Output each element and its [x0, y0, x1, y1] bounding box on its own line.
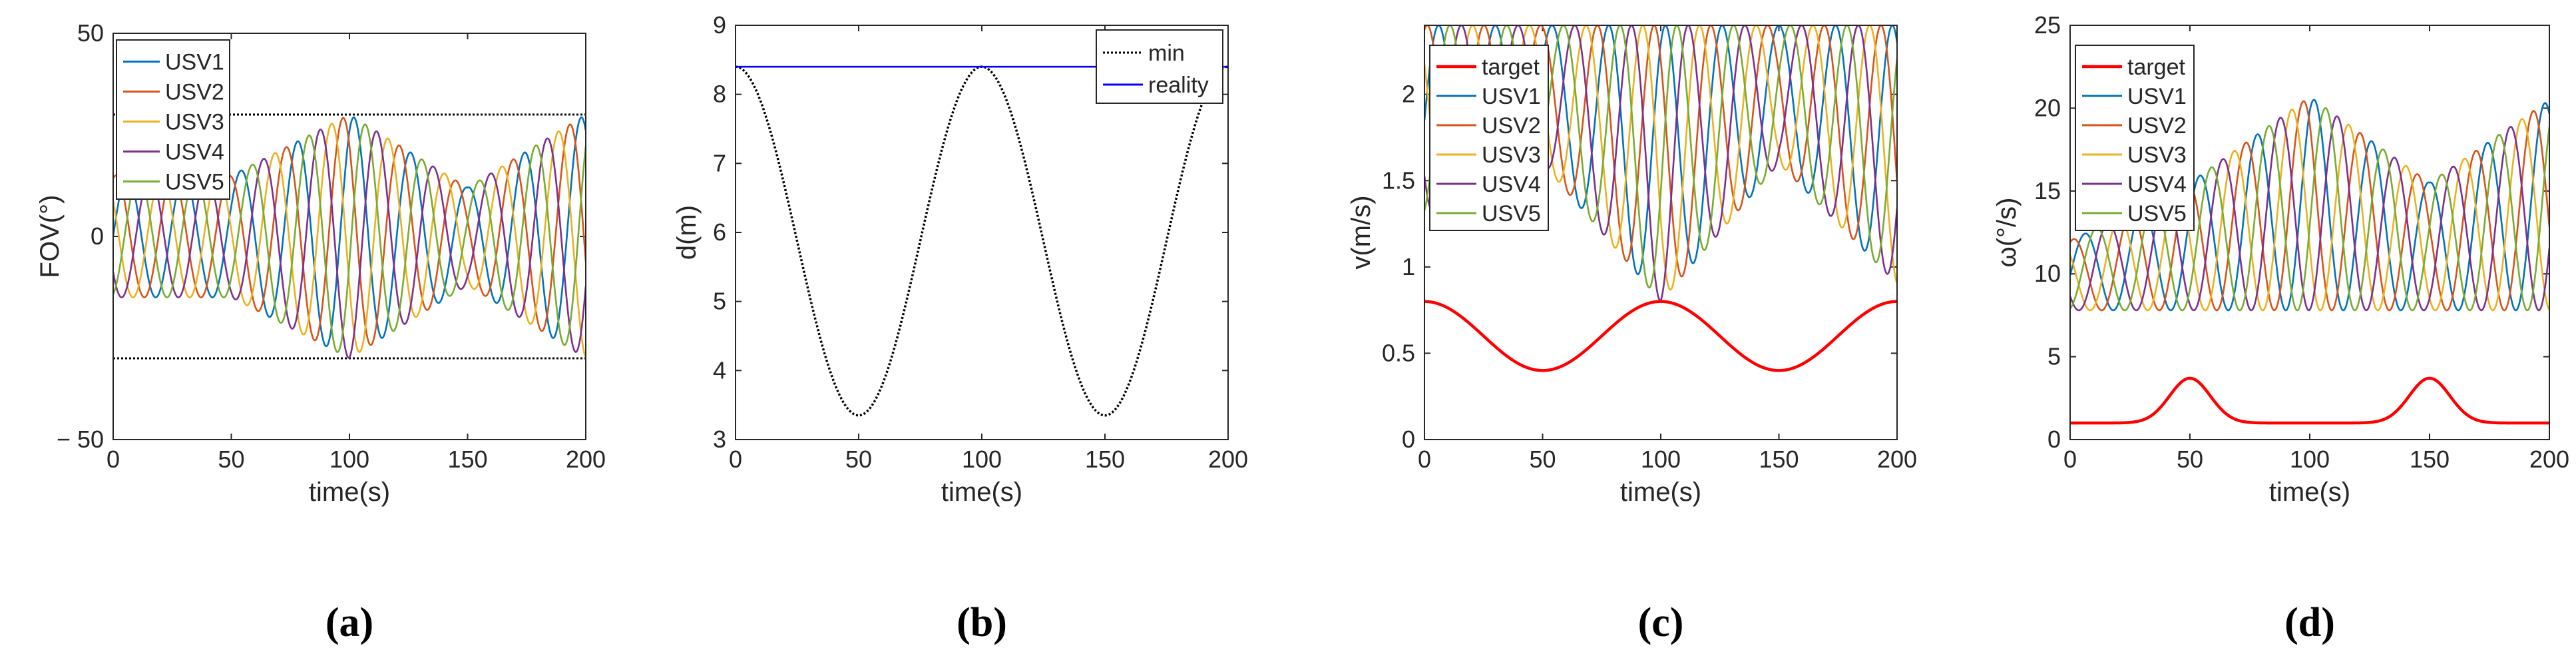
y-tick-label: 0 — [91, 222, 104, 250]
y-tick-label: 6 — [713, 218, 726, 246]
legend-label-usv2: USV2 — [2127, 113, 2187, 139]
legend-box — [2075, 45, 2195, 231]
legend-label-reality: reality — [1148, 73, 1209, 98]
x-axis-label: time(s) — [2269, 478, 2350, 507]
chart-panel-d: 0 50 100 150 200 0 5 10 15 20 25 time(s) ω(°/s) targe… — [1992, 11, 2569, 507]
y-tick-label: 4 — [713, 356, 726, 384]
y-tick-label: 7 — [713, 149, 726, 176]
x-tick-label: 200 — [566, 446, 606, 473]
legend: target USV1 USV2 USV3 USV4 USV5 — [2075, 45, 2195, 231]
legend: USV1 USV2 USV3 USV4 USV5 — [116, 39, 230, 200]
x-tick-label: 0 — [1418, 446, 1431, 473]
y-tick-label: 8 — [713, 81, 726, 108]
legend-box — [1096, 29, 1223, 104]
y-tick-label: 5 — [713, 288, 726, 315]
y-tick-label: 0.5 — [1382, 339, 1415, 366]
axes-box — [1424, 25, 1898, 440]
x-axis-label: time(s) — [1620, 478, 1701, 507]
legend-box — [1429, 45, 1549, 231]
x-tick-label: 200 — [2529, 446, 2569, 473]
y-axis-label: FOV(°) — [35, 195, 65, 278]
axes-box — [112, 33, 586, 440]
x-tick-label: 200 — [1208, 446, 1248, 473]
x-tick-label: 150 — [2410, 446, 2450, 473]
legend-label-usv2: USV2 — [165, 80, 224, 105]
legend: min reality — [1096, 29, 1223, 104]
axes-box — [735, 25, 1229, 440]
legend-label-usv1: USV1 — [165, 50, 224, 75]
series-line-usv3 — [2070, 109, 2549, 312]
y-axis-label: d(m) — [672, 205, 702, 260]
legend-label-usv3: USV3 — [2127, 143, 2187, 168]
x-tick-label: 150 — [1759, 446, 1799, 473]
y-tick-label: 0 — [1402, 426, 1415, 453]
legend-box — [116, 39, 230, 200]
x-tick-label: 100 — [2290, 446, 2330, 473]
legend-label-usv1: USV1 — [2127, 84, 2187, 109]
series-line-usv4 — [113, 129, 586, 359]
legend: target USV1 USV2 USV3 USV4 USV5 — [1429, 45, 1549, 231]
x-tick-label: 50 — [2177, 446, 2203, 473]
x-tick-label: 50 — [1529, 446, 1556, 473]
x-tick-label: 50 — [845, 446, 872, 473]
y-tick-label: − 50 — [57, 426, 104, 453]
x-axis-label: time(s) — [941, 478, 1022, 507]
panel-label: (b) — [957, 600, 1007, 645]
series-line-usv3 — [113, 123, 586, 358]
series-line-usv4 — [2070, 115, 2549, 312]
legend-label-target: target — [2127, 55, 2185, 80]
legend-label-usv5: USV5 — [2127, 201, 2187, 226]
legend-label-usv1: USV1 — [1482, 84, 1541, 109]
y-tick-label: 15 — [2034, 177, 2061, 204]
series-line-target — [2070, 376, 2549, 425]
chart-panel-c: 0 50 100 150 200 0 0.5 1 1.5 2 time(s) v(m/s) target… — [1347, 25, 1917, 507]
x-tick-label: 200 — [1877, 446, 1917, 473]
axes-box — [2069, 25, 2550, 440]
legend-label-usv4: USV4 — [165, 140, 224, 165]
x-tick-label: 100 — [1641, 446, 1681, 473]
legend-label-usv2: USV2 — [1482, 113, 1541, 139]
legend-label-usv4: USV4 — [2127, 172, 2187, 197]
chart-panel-a: 0 50 100 150 200− 50050time(s)FOV(°)USV1USV2… — [35, 19, 606, 507]
y-tick-label: 1.5 — [1382, 166, 1415, 194]
x-axis-label: time(s) — [309, 478, 390, 507]
x-tick-label: 100 — [962, 446, 1002, 473]
y-tick-label: 20 — [2034, 94, 2061, 121]
y-tick-label: 3 — [713, 426, 726, 453]
series-line-min — [736, 65, 1228, 417]
legend-label-usv3: USV3 — [1482, 143, 1541, 168]
x-tick-label: 100 — [329, 446, 369, 473]
plot-area — [113, 113, 586, 360]
y-tick-label: 5 — [2047, 343, 2061, 370]
legend-label-target: target — [1482, 55, 1540, 80]
legend-label-usv3: USV3 — [165, 110, 224, 135]
chart-panel-b: 0 50 100 150 200 3 4 5 6 7 8 9 time(s) d(m) min reality — [672, 11, 1248, 507]
x-tick-label: 150 — [447, 446, 487, 473]
legend-label-usv5: USV5 — [1482, 201, 1541, 226]
y-axis-label: ω(°/s) — [1992, 198, 2022, 268]
y-tick-label: 0 — [2047, 426, 2061, 453]
x-tick-label: 0 — [107, 446, 120, 473]
legend-label-min: min — [1148, 41, 1185, 66]
x-tick-label: 150 — [1085, 446, 1125, 473]
series-line-target — [1424, 300, 1897, 372]
x-tick-label: 0 — [729, 446, 742, 473]
y-tick-label: 9 — [713, 11, 726, 39]
legend-label-usv4: USV4 — [1482, 172, 1541, 197]
y-tick-label: 2 — [1402, 81, 1415, 108]
y-tick-label: 10 — [2034, 260, 2061, 287]
series-line-usv5 — [1424, 25, 1897, 289]
y-tick-label: 1 — [1402, 253, 1415, 280]
panel-label: (a) — [325, 600, 373, 645]
x-tick-label: 0 — [2063, 446, 2077, 473]
y-tick-label: 50 — [77, 19, 104, 47]
x-tick-label: 50 — [218, 446, 244, 473]
panel-label: (c) — [1638, 600, 1684, 645]
plot-area — [736, 65, 1228, 417]
y-axis-label: v(m/s) — [1347, 195, 1376, 269]
y-tick-label: 25 — [2034, 11, 2061, 39]
panel-label: (d) — [2284, 600, 2335, 645]
legend-label-usv5: USV5 — [165, 170, 224, 195]
